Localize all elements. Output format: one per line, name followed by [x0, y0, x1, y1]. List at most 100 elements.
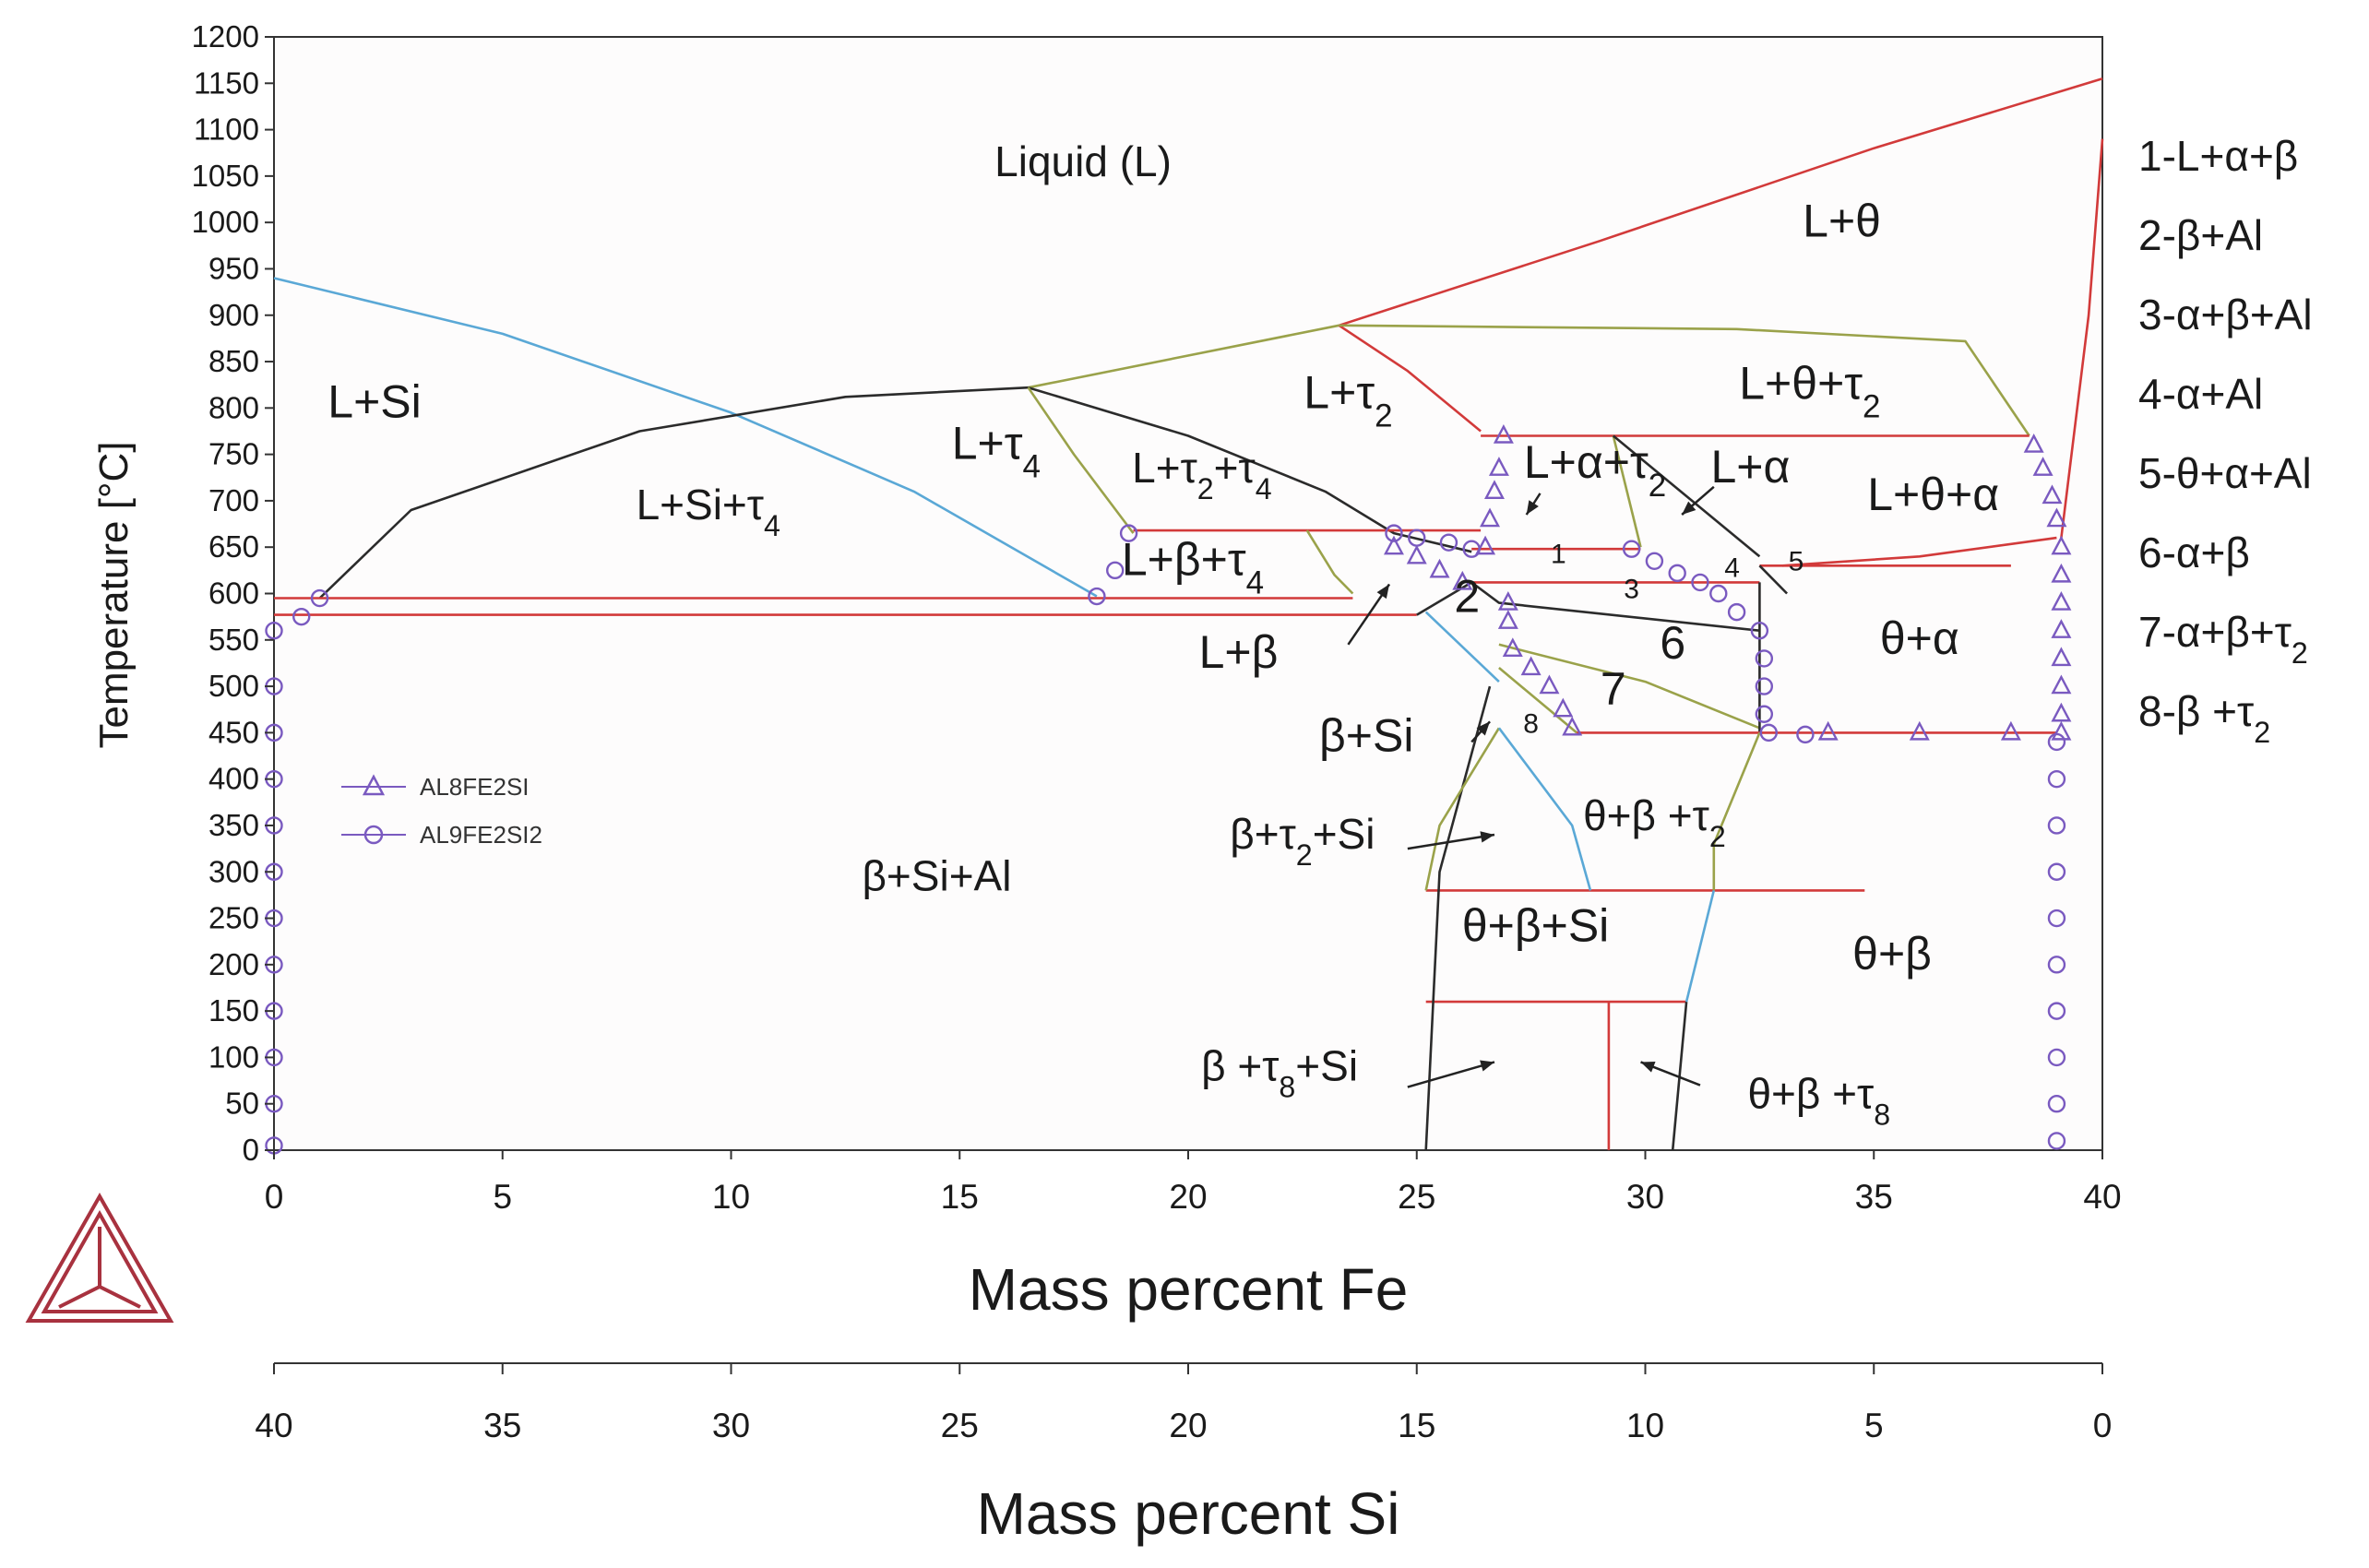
- region-label: β +τ8+Si: [1201, 1042, 1358, 1104]
- al9fe2si2-marker: [1106, 561, 1125, 580]
- al9fe2si2-marker: [2047, 956, 2066, 974]
- legend-label-1: AL8FE2SI: [420, 773, 530, 801]
- region-label: β+Si: [1319, 709, 1413, 761]
- marker-legend: AL8FE2SI AL9FE2SI2: [341, 773, 542, 849]
- boundary-t2-si-right: [1497, 727, 1592, 891]
- y-tick-label: 200: [208, 947, 259, 981]
- region-label: 6: [1660, 617, 1685, 669]
- al9fe2si2-marker: [2047, 1048, 2066, 1067]
- al9fe2si2-marker: [1645, 552, 1664, 570]
- y-tick-label: 1100: [194, 113, 259, 147]
- boundary-l-beta-edge: [1305, 529, 1354, 595]
- x-tick-label: 20: [1169, 1178, 1207, 1216]
- boundary-l-si-t4: [318, 386, 1029, 600]
- x-tick-label: 30: [1626, 1178, 1664, 1216]
- y-tick-label: 1050: [192, 159, 259, 193]
- al8fe2si-marker: [1406, 544, 1427, 564]
- x2-tick-label: 35: [483, 1407, 521, 1444]
- plot-area: [273, 36, 2103, 1151]
- boundary-theta-beta-blue: [1684, 890, 1716, 1003]
- compound-markers: [265, 423, 2072, 1155]
- y-tick-label: 950: [208, 251, 259, 285]
- al9fe2si2-marker: [2047, 909, 2066, 928]
- al9fe2si2-marker: [1439, 533, 1458, 552]
- al8fe2si-marker: [1488, 457, 1509, 476]
- small-region-number: 8: [1523, 708, 1539, 739]
- boundary-liquidus-t2: [1339, 77, 2103, 327]
- al8fe2si-marker: [1497, 610, 1518, 629]
- arrow-head-icon: [1526, 500, 1539, 516]
- x2-axis: 40 35 30 25 20 15 10 5 0: [255, 1362, 2112, 1444]
- al9fe2si2-marker: [1755, 705, 1774, 723]
- x-tick-label: 35: [1855, 1178, 1893, 1216]
- region-labels: Liquid (L) L+θ L+Si L+Si+τ4 L+τ4 L+τ2 L+τ2+τ4 L…: [327, 137, 1999, 1132]
- arrow-head-icon: [1480, 1060, 1494, 1072]
- al9fe2si2-marker: [2047, 816, 2066, 835]
- region-label: θ+α: [1880, 612, 1959, 664]
- y-tick-label: 350: [208, 808, 259, 842]
- boundary-theta-beta-t2-right: [1712, 731, 1761, 891]
- side-legend-item: 8-β +τ2: [2138, 687, 2270, 749]
- legend-label-2: AL9FE2SI2: [420, 821, 542, 849]
- region-label: L+Si+τ4: [637, 481, 780, 542]
- al9fe2si2-marker: [1759, 723, 1778, 742]
- x2-tick-label: 5: [1864, 1407, 1884, 1444]
- boundary-phase-7-lower: [1498, 667, 1578, 734]
- al9fe2si2-marker: [1408, 529, 1426, 547]
- boundary-alpha-l-2: [1612, 434, 1761, 558]
- x2-axis-title: Mass percent Si: [977, 1480, 1400, 1547]
- al8fe2si-marker: [2051, 720, 2072, 741]
- x2-tick-label: 15: [1398, 1407, 1435, 1444]
- boundary-t2-l-boundary: [1338, 324, 1482, 433]
- al8fe2si-marker: [1909, 720, 1930, 741]
- region-label: L+α: [1711, 441, 1791, 493]
- al8fe2si-marker: [2023, 434, 2044, 453]
- al8fe2si-marker: [2051, 590, 2072, 611]
- al9fe2si2-marker: [292, 607, 311, 626]
- triangle-marker-icon: [362, 774, 386, 796]
- arrow-line: [1407, 1061, 1495, 1088]
- y-tick-label: 100: [208, 1039, 259, 1074]
- boundary-t4-t2-boundary: [1028, 386, 1472, 553]
- al9fe2si2-marker: [1709, 584, 1728, 603]
- thermo-calc-logo-icon: [25, 1192, 174, 1323]
- x-tick-label: 15: [941, 1178, 979, 1216]
- region-label: θ+β: [1852, 928, 1932, 980]
- side-legend-item: 4-α+Al: [2138, 370, 2263, 418]
- al8fe2si-marker: [1497, 590, 1518, 611]
- y-tick-label: 500: [208, 669, 259, 703]
- y-tick-label: 750: [208, 437, 259, 471]
- al9fe2si2-marker: [1385, 524, 1403, 542]
- al9fe2si2-marker: [2047, 769, 2066, 789]
- al9fe2si2-marker: [1462, 540, 1481, 558]
- boundary-alpha-right-2: [1758, 564, 1789, 595]
- side-legend-item: 6-α+β: [2138, 529, 2250, 576]
- x-tick-label: 25: [1398, 1178, 1435, 1216]
- boundary-t2-si-left: [1424, 727, 1501, 891]
- region-label: β+τ2+Si: [1230, 810, 1375, 872]
- y-tick-label: 850: [208, 344, 259, 378]
- al8fe2si-marker: [2046, 507, 2067, 528]
- al8fe2si-marker: [1553, 697, 1574, 718]
- boundary-vert-25: [1424, 685, 1492, 1151]
- al8fe2si-marker: [2051, 563, 2072, 583]
- annotation-arrows: [1347, 485, 1715, 1088]
- al9fe2si2-marker: [1755, 649, 1774, 668]
- al9fe2si2-marker: [1727, 602, 1746, 622]
- y-tick-label: 150: [208, 993, 259, 1028]
- y-tick-label: 550: [208, 623, 259, 657]
- region-label: L+τ2+τ4: [1132, 444, 1271, 505]
- y-tick-label: 600: [208, 576, 259, 611]
- region-label: L+Si: [327, 375, 421, 427]
- arrow-head-icon: [1476, 721, 1491, 736]
- al9fe2si2-marker: [1691, 573, 1709, 592]
- al8fe2si-marker: [1452, 570, 1473, 590]
- arrow-line: [1407, 833, 1495, 850]
- y-tick-label: 1200: [192, 19, 259, 53]
- al9fe2si2-marker: [2047, 1132, 2066, 1150]
- x-tick-label: 10: [712, 1178, 750, 1216]
- al8fe2si-marker: [2051, 535, 2072, 555]
- y-tick-label: 0: [243, 1133, 259, 1167]
- circle-marker-icon: [363, 825, 384, 845]
- x-axis: 0 5 10 15 20 25 30 35 40: [265, 1150, 2122, 1216]
